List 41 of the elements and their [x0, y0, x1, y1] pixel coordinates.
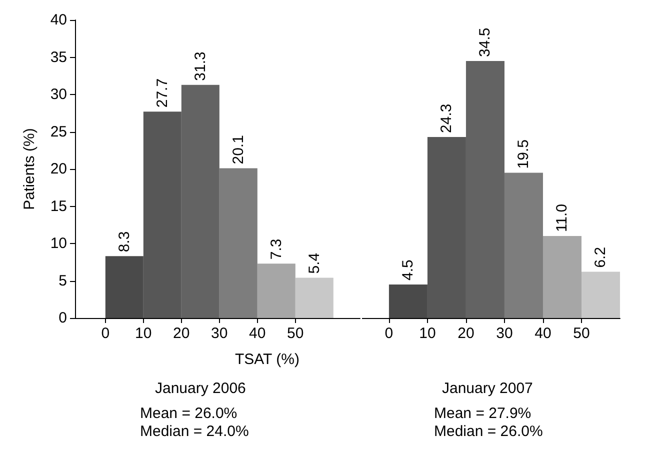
text: Mean = 27.9% [434, 405, 532, 422]
data-label: 20.1 [230, 135, 247, 164]
y-axis-title: Patients (%) [21, 128, 38, 210]
x-tick-label: 50 [573, 325, 590, 342]
y-tick-label: 15 [50, 198, 67, 215]
x-tick-label: 40 [534, 325, 552, 342]
x-tick-label: 50 [287, 325, 304, 342]
text: January 2007 [442, 380, 533, 397]
x-tick-label: 10 [419, 325, 436, 342]
y-tick-label: 30 [50, 86, 67, 103]
data-label: 4.5 [400, 260, 417, 280]
data-label: 19.5 [515, 140, 532, 169]
data-label: 24.3 [438, 104, 456, 133]
y-tick-label: 0 [58, 310, 67, 326]
x-tick-label: 40 [249, 325, 266, 342]
x-tick-label: 10 [135, 325, 152, 342]
y-tick-label: 25 [50, 123, 67, 140]
y-tick-label: 40 [50, 12, 67, 28]
data-label: 27.7 [154, 78, 171, 108]
y-tick-label: 35 [50, 48, 67, 66]
y-tick-label: 5 [58, 272, 67, 290]
text: Mean = 26.0% [140, 405, 238, 422]
y-tick-label: 10 [50, 235, 67, 252]
data-label: 7.3 [268, 238, 285, 260]
data-label: 5.4 [306, 252, 323, 274]
x-axis-title: TSAT (%) [235, 351, 300, 368]
text: Median = 26.0% [434, 423, 543, 440]
x-tick-label: 0 [384, 325, 394, 342]
x-tick-label: 20 [458, 325, 474, 342]
text: January 2006 [155, 380, 246, 397]
x-tick-label: 0 [101, 325, 110, 342]
x-tick-label: 30 [496, 325, 513, 342]
y-tick-label: 20 [50, 160, 67, 178]
x-tick-label: 30 [211, 325, 228, 342]
data-label: 34.5 [476, 28, 494, 57]
data-label: 6.2 [592, 246, 610, 268]
data-label: 11.0 [554, 204, 571, 232]
x-tick-label: 20 [173, 325, 190, 342]
data-label: 8.3 [116, 231, 133, 252]
text: Median = 24.0% [140, 423, 249, 440]
data-label: 31.3 [192, 52, 209, 81]
